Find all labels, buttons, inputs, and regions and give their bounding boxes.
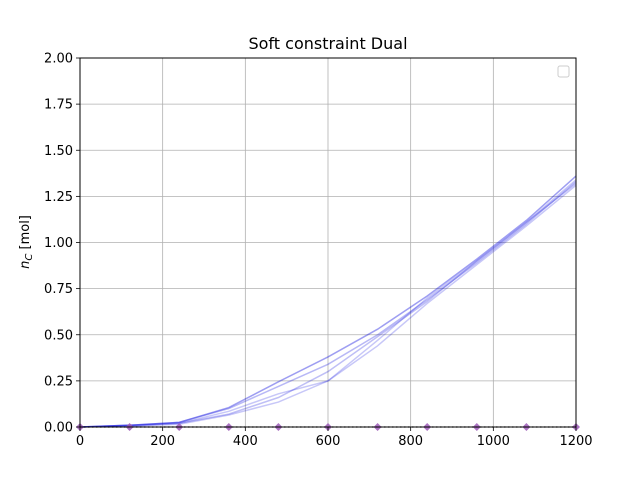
x-tick-label: 600 bbox=[316, 434, 341, 449]
x-tick-label: 1000 bbox=[477, 434, 510, 449]
y-axis-label: nC [mol] bbox=[18, 215, 35, 269]
chart-title: Soft constraint Dual bbox=[248, 34, 407, 53]
y-axis-label-symbol: n bbox=[18, 261, 33, 269]
x-tick-label: 200 bbox=[150, 434, 175, 449]
y-tick-label: 0.00 bbox=[44, 421, 73, 436]
series-line bbox=[79, 181, 577, 428]
series-line bbox=[79, 184, 577, 428]
x-tick-label: 400 bbox=[233, 434, 258, 449]
y-tick-label: 1.75 bbox=[44, 98, 73, 113]
grid bbox=[79, 57, 577, 428]
legend-box bbox=[557, 65, 570, 78]
series-line bbox=[79, 179, 577, 428]
y-tick-label: 0.75 bbox=[44, 282, 73, 297]
series-line bbox=[79, 182, 577, 428]
y-axis-label-subscript: C bbox=[24, 254, 35, 261]
y-tick-label: 1.00 bbox=[44, 236, 73, 251]
y-tick-label: 1.50 bbox=[44, 144, 73, 159]
x-tick-label: 800 bbox=[398, 434, 423, 449]
series-lines bbox=[79, 175, 577, 428]
x-tick-label: 1200 bbox=[559, 434, 592, 449]
y-tick-label: 0.50 bbox=[44, 328, 73, 343]
y-tick-label: 1.25 bbox=[44, 190, 73, 205]
x-axis-ticks: 0 200 400 600 800 1000 1200 bbox=[76, 427, 593, 449]
y-tick-label: 0.25 bbox=[44, 374, 73, 389]
y-axis-ticks: 0.00 0.25 0.50 0.75 1.00 1.25 1.50 1.75 2.00 bbox=[44, 52, 80, 436]
y-tick-label: 2.00 bbox=[44, 52, 73, 67]
y-axis-label-unit: [mol] bbox=[18, 215, 33, 249]
svg-text:nC [mol]: nC [mol] bbox=[18, 215, 35, 269]
x-tick-label: 0 bbox=[76, 434, 84, 449]
series-line bbox=[79, 175, 577, 428]
